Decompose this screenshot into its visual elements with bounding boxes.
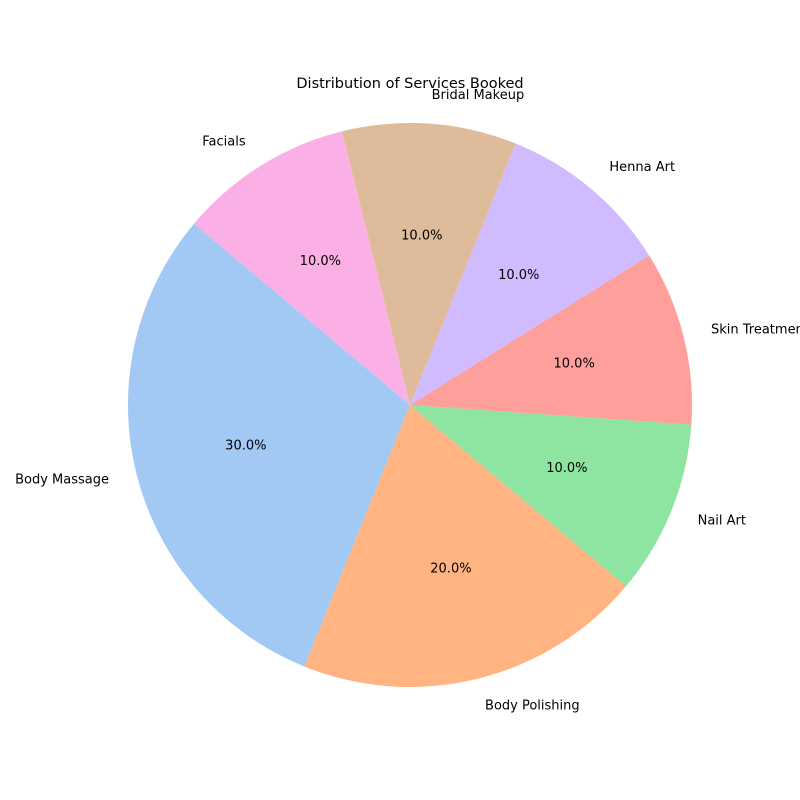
- slice-label-nail-art: Nail Art: [698, 514, 746, 529]
- slice-percent-body-massage: 30.0%: [225, 438, 266, 453]
- pie-slice-body-massage: [127, 223, 411, 667]
- slice-label-bridal-makeup: Bridal Makeup: [432, 88, 525, 103]
- chart-title: Distribution of Services Booked: [296, 76, 523, 92]
- slice-label-facials: Facials: [202, 134, 246, 149]
- pie-slice-henna-art: [410, 143, 650, 405]
- slice-label-body-polishing: Body Polishing: [485, 698, 580, 713]
- slice-percent-facials: 10.0%: [300, 254, 341, 269]
- slice-percent-henna-art: 10.0%: [498, 268, 539, 283]
- pie-slices: [127, 123, 692, 688]
- pie-slice-skin-treatment: [410, 255, 692, 425]
- slice-label-body-massage: Body Massage: [15, 473, 109, 488]
- pie-slice-body-polishing: [304, 405, 627, 688]
- pie-slice-nail-art: [410, 405, 692, 587]
- pie-labels: Body Massage 30.0% Body Polishing 20.0% Nail…: [15, 88, 800, 713]
- slice-percent-bridal-makeup: 10.0%: [401, 229, 442, 244]
- slice-label-henna-art: Henna Art: [609, 160, 675, 175]
- slice-label-skin-treatment: Skin Treatment: [711, 322, 800, 337]
- slice-percent-body-polishing: 20.0%: [430, 562, 471, 577]
- slice-percent-nail-art: 10.0%: [546, 461, 587, 476]
- slice-percent-skin-treatment: 10.0%: [554, 357, 595, 372]
- pie-slice-bridal-makeup: [341, 123, 516, 406]
- pie-slice-facials: [193, 131, 410, 405]
